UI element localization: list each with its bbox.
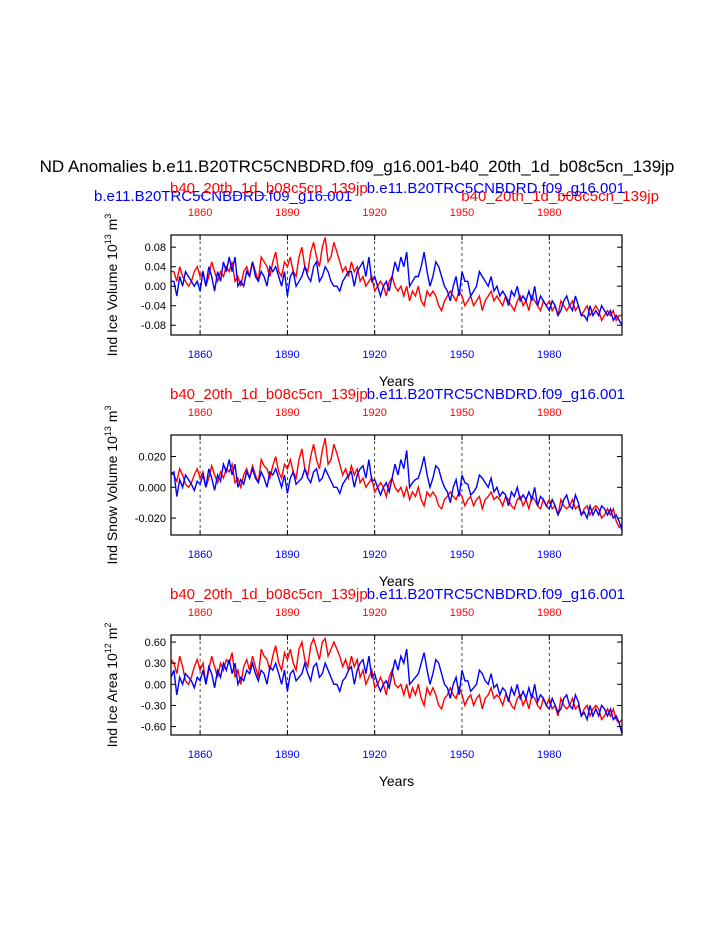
x-tick-label-top: 1860 (188, 207, 212, 219)
y-axis-label: Ind Snow Volume 1013 m3 (103, 405, 120, 564)
y-tick-label: -0.020 (135, 513, 166, 525)
title-right: b.e11.B20TRC5CNBDRD.f09_g16.001 (367, 386, 625, 403)
title-right: b.e11.B20TRC5CNBDRD.f09_g16.001 (367, 586, 625, 603)
x-tick-label-bottom: 1860 (188, 549, 212, 561)
x-tick-label-top: 1920 (362, 607, 386, 619)
series-group (171, 437, 622, 531)
title-right-overlap: b.e11.B20TRC5CNBDRD.f09_g16.001 (367, 180, 625, 197)
x-tick-label-top: 1860 (188, 407, 212, 419)
series-line-red (171, 437, 622, 529)
plot-frame (170, 634, 623, 736)
title-left: b.e11.B20TRC5CNBDRD.f09_g16.001 (94, 188, 352, 205)
x-tick-label-top: 1980 (537, 407, 561, 419)
x-tick-label-top: 1920 (362, 207, 386, 219)
panel-2: 0.020 0.000 -0.020 1860 1860 1890 1890 1920 1920… (103, 386, 625, 589)
x-tick-label-bottom: 1980 (537, 349, 561, 361)
x-tick-label-top: 1920 (362, 407, 386, 419)
y-tick-label: 0.00 (145, 281, 166, 293)
x-tick-label-bottom: 1920 (362, 349, 386, 361)
chart-panels: 0.08 0.04 0.00 -0.04 -0.08 1860 1860 1890 1890 19… (94, 180, 659, 789)
y-tick-label: 0.30 (145, 658, 166, 670)
x-tick-label-bottom: 1890 (275, 549, 299, 561)
series-line-blue (171, 648, 622, 734)
y-tick-label: 0.08 (145, 242, 166, 254)
title-left: b40_20th_1d_b08c5cn_139jp (170, 386, 368, 403)
series-group (171, 237, 622, 326)
title-left: b40_20th_1d_b08c5cn_139jp (170, 586, 368, 603)
x-tick-label-bottom: 1890 (275, 349, 299, 361)
x-axis-label: Years (379, 773, 414, 789)
series-line-blue (171, 450, 622, 531)
y-axis-label: Ind Ice Volume 1013 m3 (103, 214, 120, 357)
series-line-blue (171, 251, 622, 326)
x-tick-label-top: 1980 (537, 607, 561, 619)
x-tick-label-bottom: 1890 (275, 749, 299, 761)
y-tick-label: -0.04 (141, 301, 166, 313)
x-tick-label-bottom: 1980 (537, 749, 561, 761)
y-tick-label: 0.60 (145, 637, 166, 649)
x-tick-label-top: 1890 (275, 207, 299, 219)
plot-frame (170, 434, 623, 536)
series-line-red (171, 636, 622, 725)
x-axis-label: Years (379, 373, 414, 389)
x-tick-label-top: 1950 (450, 407, 474, 419)
x-tick-label-bottom: 1860 (188, 749, 212, 761)
x-tick-label-top: 1950 (450, 607, 474, 619)
plot-frame (170, 234, 623, 336)
x-tick-label-bottom: 1980 (537, 549, 561, 561)
x-tick-label-top: 1950 (450, 207, 474, 219)
series-group (171, 636, 622, 734)
y-tick-label: 0.020 (138, 452, 166, 464)
y-tick-label: 0.000 (138, 482, 166, 494)
x-tick-label-bottom: 1920 (362, 749, 386, 761)
figure-main-title: ND Anomalies b.e11.B20TRC5CNBDRD.f09_g16… (40, 157, 675, 176)
x-tick-label-top: 1890 (275, 407, 299, 419)
title-left-overlap: b40_20th_1d_b08c5cn_139jp (170, 180, 368, 197)
panel-3: 0.60 0.30 0.00 -0.30 -0.60 1860 1860 1890 1890 19… (103, 586, 625, 789)
y-tick-label: -0.08 (141, 320, 166, 332)
x-tick-label-top: 1860 (188, 607, 212, 619)
y-tick-label: -0.30 (141, 700, 166, 712)
x-axis-label: Years (379, 573, 414, 589)
series-line-red (171, 237, 622, 323)
y-tick-label: 0.04 (145, 262, 166, 274)
y-tick-label: 0.00 (145, 679, 166, 691)
x-tick-label-top: 1980 (537, 207, 561, 219)
y-tick-label: -0.60 (141, 722, 166, 734)
y-axis-label: Ind Ice Area 1012 m2 (103, 623, 120, 748)
x-tick-label-top: 1890 (275, 607, 299, 619)
panel-1: 0.08 0.04 0.00 -0.04 -0.08 1860 1860 1890 1890 19… (94, 180, 659, 389)
x-tick-label-bottom: 1920 (362, 549, 386, 561)
x-tick-label-bottom: 1860 (188, 349, 212, 361)
title-right: b40_20th_1d_b08c5cn_139jp (461, 188, 659, 205)
x-tick-label-bottom: 1950 (450, 749, 474, 761)
x-tick-label-bottom: 1950 (450, 349, 474, 361)
x-tick-label-bottom: 1950 (450, 549, 474, 561)
